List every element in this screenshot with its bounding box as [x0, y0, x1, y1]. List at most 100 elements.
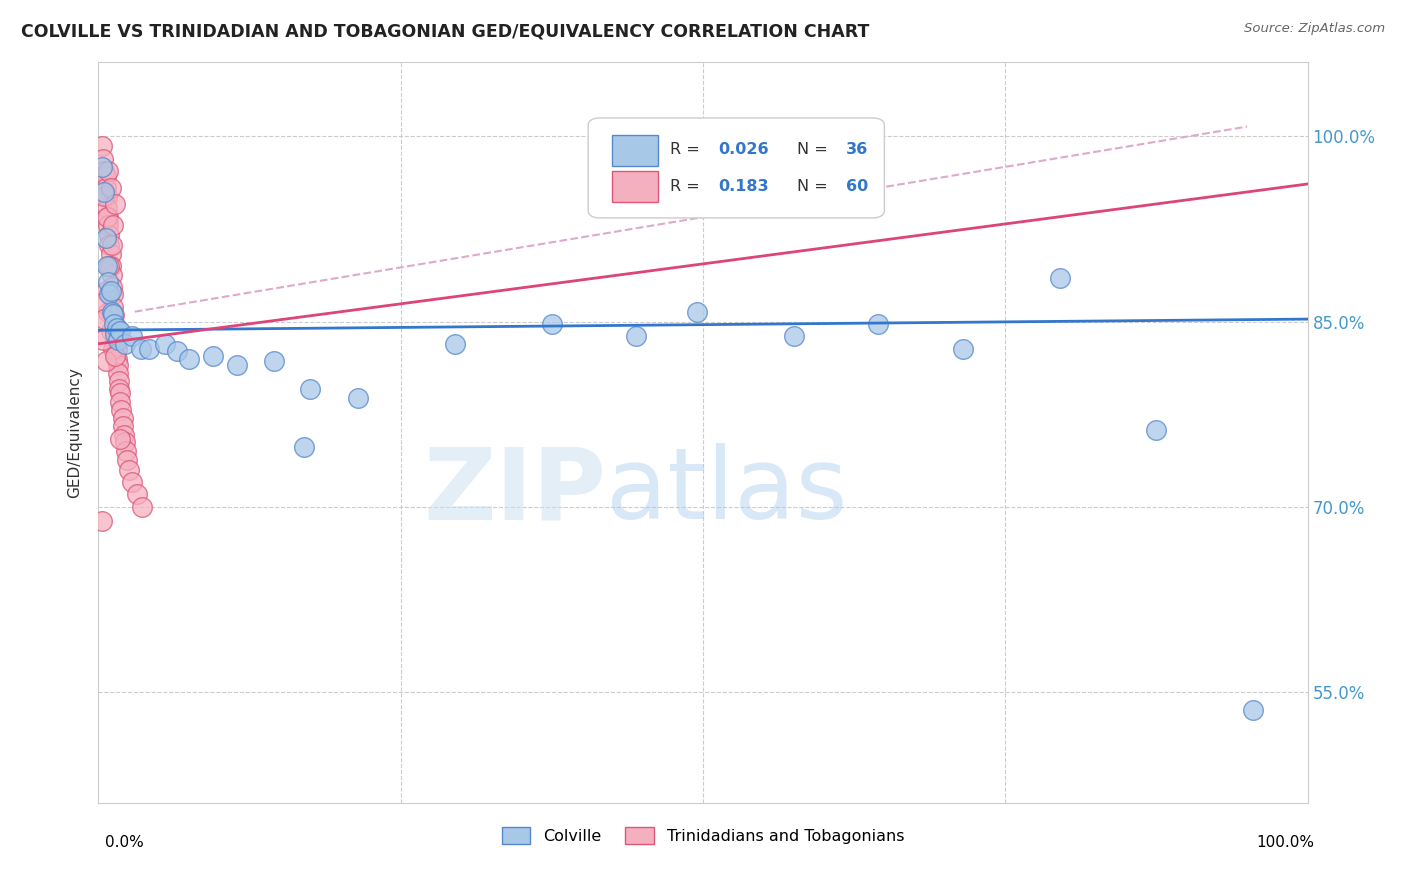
Point [138, 342, 160, 356]
Text: 0.183: 0.183 [718, 178, 769, 194]
Point [107, 358, 129, 372]
Point [121, 329, 143, 343]
Point [103, 317, 125, 331]
Point [108, 383, 131, 397]
FancyBboxPatch shape [613, 135, 658, 166]
Point [104, 326, 127, 341]
Point [686, 304, 709, 318]
Point [94, 354, 117, 368]
Point [626, 329, 648, 343]
Text: 36: 36 [845, 143, 868, 157]
Point [226, 358, 249, 372]
Point [94, 284, 117, 298]
Point [1146, 423, 1168, 437]
Point [127, 487, 149, 501]
Point [108, 394, 131, 409]
Point [108, 325, 131, 339]
Text: ZIP: ZIP [423, 443, 606, 541]
Point [782, 329, 804, 343]
Point [108, 432, 131, 446]
Point [114, 336, 136, 351]
Point [91, 296, 114, 310]
Point [91, 161, 114, 175]
Point [202, 349, 225, 363]
Text: COLVILLE VS TRINIDADIAN AND TOBAGONIAN GED/EQUIVALENCY CORRELATION CHART: COLVILLE VS TRINIDADIAN AND TOBAGONIAN G… [21, 22, 869, 40]
Point [121, 475, 143, 489]
Point [97, 304, 120, 318]
Text: N =: N = [797, 143, 834, 157]
Point [108, 374, 131, 388]
Point [104, 197, 127, 211]
Point [100, 268, 122, 282]
Point [115, 444, 138, 458]
Point [100, 280, 122, 294]
Point [111, 419, 134, 434]
Point [1241, 703, 1264, 717]
Point [94, 169, 117, 183]
Point [105, 320, 128, 334]
Text: 60: 60 [845, 178, 868, 194]
Text: 0.0%: 0.0% [105, 836, 145, 850]
Text: Source: ZipAtlas.com: Source: ZipAtlas.com [1244, 22, 1385, 36]
Y-axis label: GED/Equivalency: GED/Equivalency [67, 368, 83, 498]
Point [97, 275, 120, 289]
Point [94, 181, 117, 195]
Point [107, 367, 129, 381]
Text: R =: R = [671, 178, 710, 194]
Point [110, 403, 132, 417]
Point [98, 287, 121, 301]
Point [101, 300, 124, 314]
Point [96, 210, 118, 224]
Point [101, 307, 124, 321]
Point [104, 349, 127, 363]
Point [101, 287, 124, 301]
Point [153, 336, 176, 351]
Point [100, 284, 122, 298]
Point [96, 201, 118, 215]
Point [107, 333, 129, 347]
Point [105, 351, 128, 366]
Point [91, 139, 114, 153]
Point [100, 325, 122, 339]
Text: N =: N = [797, 178, 834, 194]
Point [93, 164, 115, 178]
Point [100, 259, 122, 273]
Point [179, 351, 201, 366]
FancyBboxPatch shape [613, 170, 658, 202]
Point [103, 309, 125, 323]
Point [952, 342, 974, 356]
Point [93, 312, 115, 326]
Point [97, 164, 120, 178]
Point [97, 219, 120, 233]
Point [108, 386, 131, 401]
Text: 100.0%: 100.0% [1257, 836, 1315, 850]
Point [98, 259, 121, 273]
Point [299, 383, 322, 397]
Point [97, 210, 120, 224]
Point [100, 181, 122, 195]
Point [93, 188, 115, 202]
FancyBboxPatch shape [588, 118, 884, 218]
Point [292, 441, 315, 455]
Point [100, 304, 122, 318]
Point [91, 515, 114, 529]
Point [112, 428, 135, 442]
Point [114, 435, 136, 450]
Point [540, 317, 562, 331]
Point [91, 333, 114, 347]
Point [93, 185, 115, 199]
Point [105, 342, 128, 356]
Point [263, 354, 285, 368]
Point [96, 259, 118, 273]
Point [98, 238, 121, 252]
Point [129, 342, 152, 356]
Point [1049, 271, 1071, 285]
Text: atlas: atlas [606, 443, 848, 541]
Point [131, 500, 153, 514]
Point [444, 336, 467, 351]
Point [107, 329, 129, 343]
Point [100, 246, 122, 260]
Text: R =: R = [671, 143, 706, 157]
Point [91, 152, 114, 166]
Point [104, 325, 127, 339]
